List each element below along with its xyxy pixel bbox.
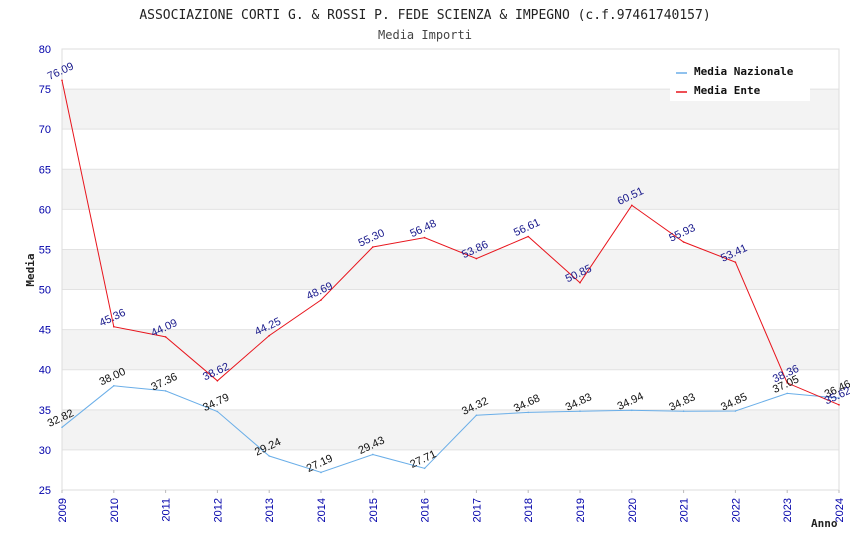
data-label: 56.48 [408,218,438,241]
y-axis-label: Media [24,253,37,286]
x-axis-ticks: 2009 2010 2011 2012 2013 2014 2015 2016 2017 2018… [57,490,846,522]
x-tick-label: 2009 [57,498,69,522]
data-point [631,204,633,207]
data-point [527,411,529,414]
data-point [61,426,63,429]
y-tick-label: 45 [39,325,51,337]
x-tick-label: 2016 [420,498,432,522]
y-tick-label: 25 [39,485,51,497]
data-point [320,471,322,474]
x-tick-label: 2021 [679,498,691,522]
data-point [734,261,737,264]
x-tick-label: 2020 [627,498,639,522]
data-point [216,379,219,382]
series-line-media-nazionale [61,385,840,473]
x-tick-label: 2017 [471,498,483,522]
data-point [475,257,478,260]
y-tick-label: 50 [39,285,51,297]
grid-bands [62,89,839,450]
data-point [372,246,374,248]
grid-band [62,329,839,370]
data-point [320,299,322,301]
y-tick-label: 70 [39,124,51,136]
chart-title: ASSOCIAZIONE CORTI G. & ROSSI P. FEDE SC… [139,8,710,23]
data-point [113,384,115,387]
data-label: 55.30 [357,227,387,250]
data-point [423,467,426,470]
data-point [61,79,63,82]
data-point [475,414,478,417]
data-point [682,241,685,243]
data-point [838,404,840,406]
legend-label-media-nazionale: Media Nazionale [694,65,794,78]
data-point [216,410,219,413]
y-tick-label: 75 [39,84,51,96]
data-point [164,336,167,338]
x-tick-label: 2011 [161,498,173,522]
data-label: 45.36 [98,307,128,330]
y-tick-label: 35 [39,405,51,417]
x-tick-label: 2012 [212,498,224,522]
data-point [579,410,581,412]
data-label: 37.36 [149,371,179,394]
y-tick-label: 30 [39,445,51,457]
x-tick-label: 2018 [523,498,535,522]
data-label: 56.61 [512,217,542,240]
x-tick-label: 2024 [834,498,846,522]
data-point [113,325,115,328]
x-tick-label: 2015 [368,498,380,522]
y-axis-ticks: 25 30 35 40 45 50 55 60 65 70 75 80 [39,44,51,497]
y-tick-label: 55 [39,244,51,256]
x-tick-label: 2010 [109,498,121,522]
data-label: 27.71 [408,448,438,471]
data-point [631,409,633,412]
x-tick-label: 2022 [730,498,742,522]
legend-box [670,61,810,101]
data-point [268,455,271,457]
data-point [838,397,840,399]
y-tick-label: 60 [39,204,51,216]
x-tick-label: 2019 [575,498,587,522]
legend: Media Nazionale Media Ente [670,61,810,101]
data-point [423,236,426,239]
data-point [527,235,529,238]
grid-band [62,169,839,210]
data-point [786,392,788,395]
data-point [164,390,167,392]
grid-band [62,409,839,450]
series-line-media-ente [61,80,840,406]
x-axis-label: Anno [811,517,838,530]
data-point [372,453,374,456]
data-point [786,382,788,384]
data-label: 76.09 [46,60,76,83]
y-tick-label: 65 [39,164,51,176]
plot-frame [61,48,840,491]
data-point [268,334,271,337]
x-tick-label: 2023 [782,498,794,522]
data-point [734,410,737,412]
chart-subtitle: Media Importi [378,28,472,42]
grid-band [62,249,839,290]
data-point [579,281,581,284]
y-tick-label: 80 [39,44,51,56]
y-tick-label: 40 [39,365,51,377]
legend-label-media-ente: Media Ente [694,84,761,97]
series-group [61,79,840,474]
data-point [682,410,685,412]
x-tick-label: 2014 [316,498,328,522]
x-tick-label: 2013 [264,498,276,522]
